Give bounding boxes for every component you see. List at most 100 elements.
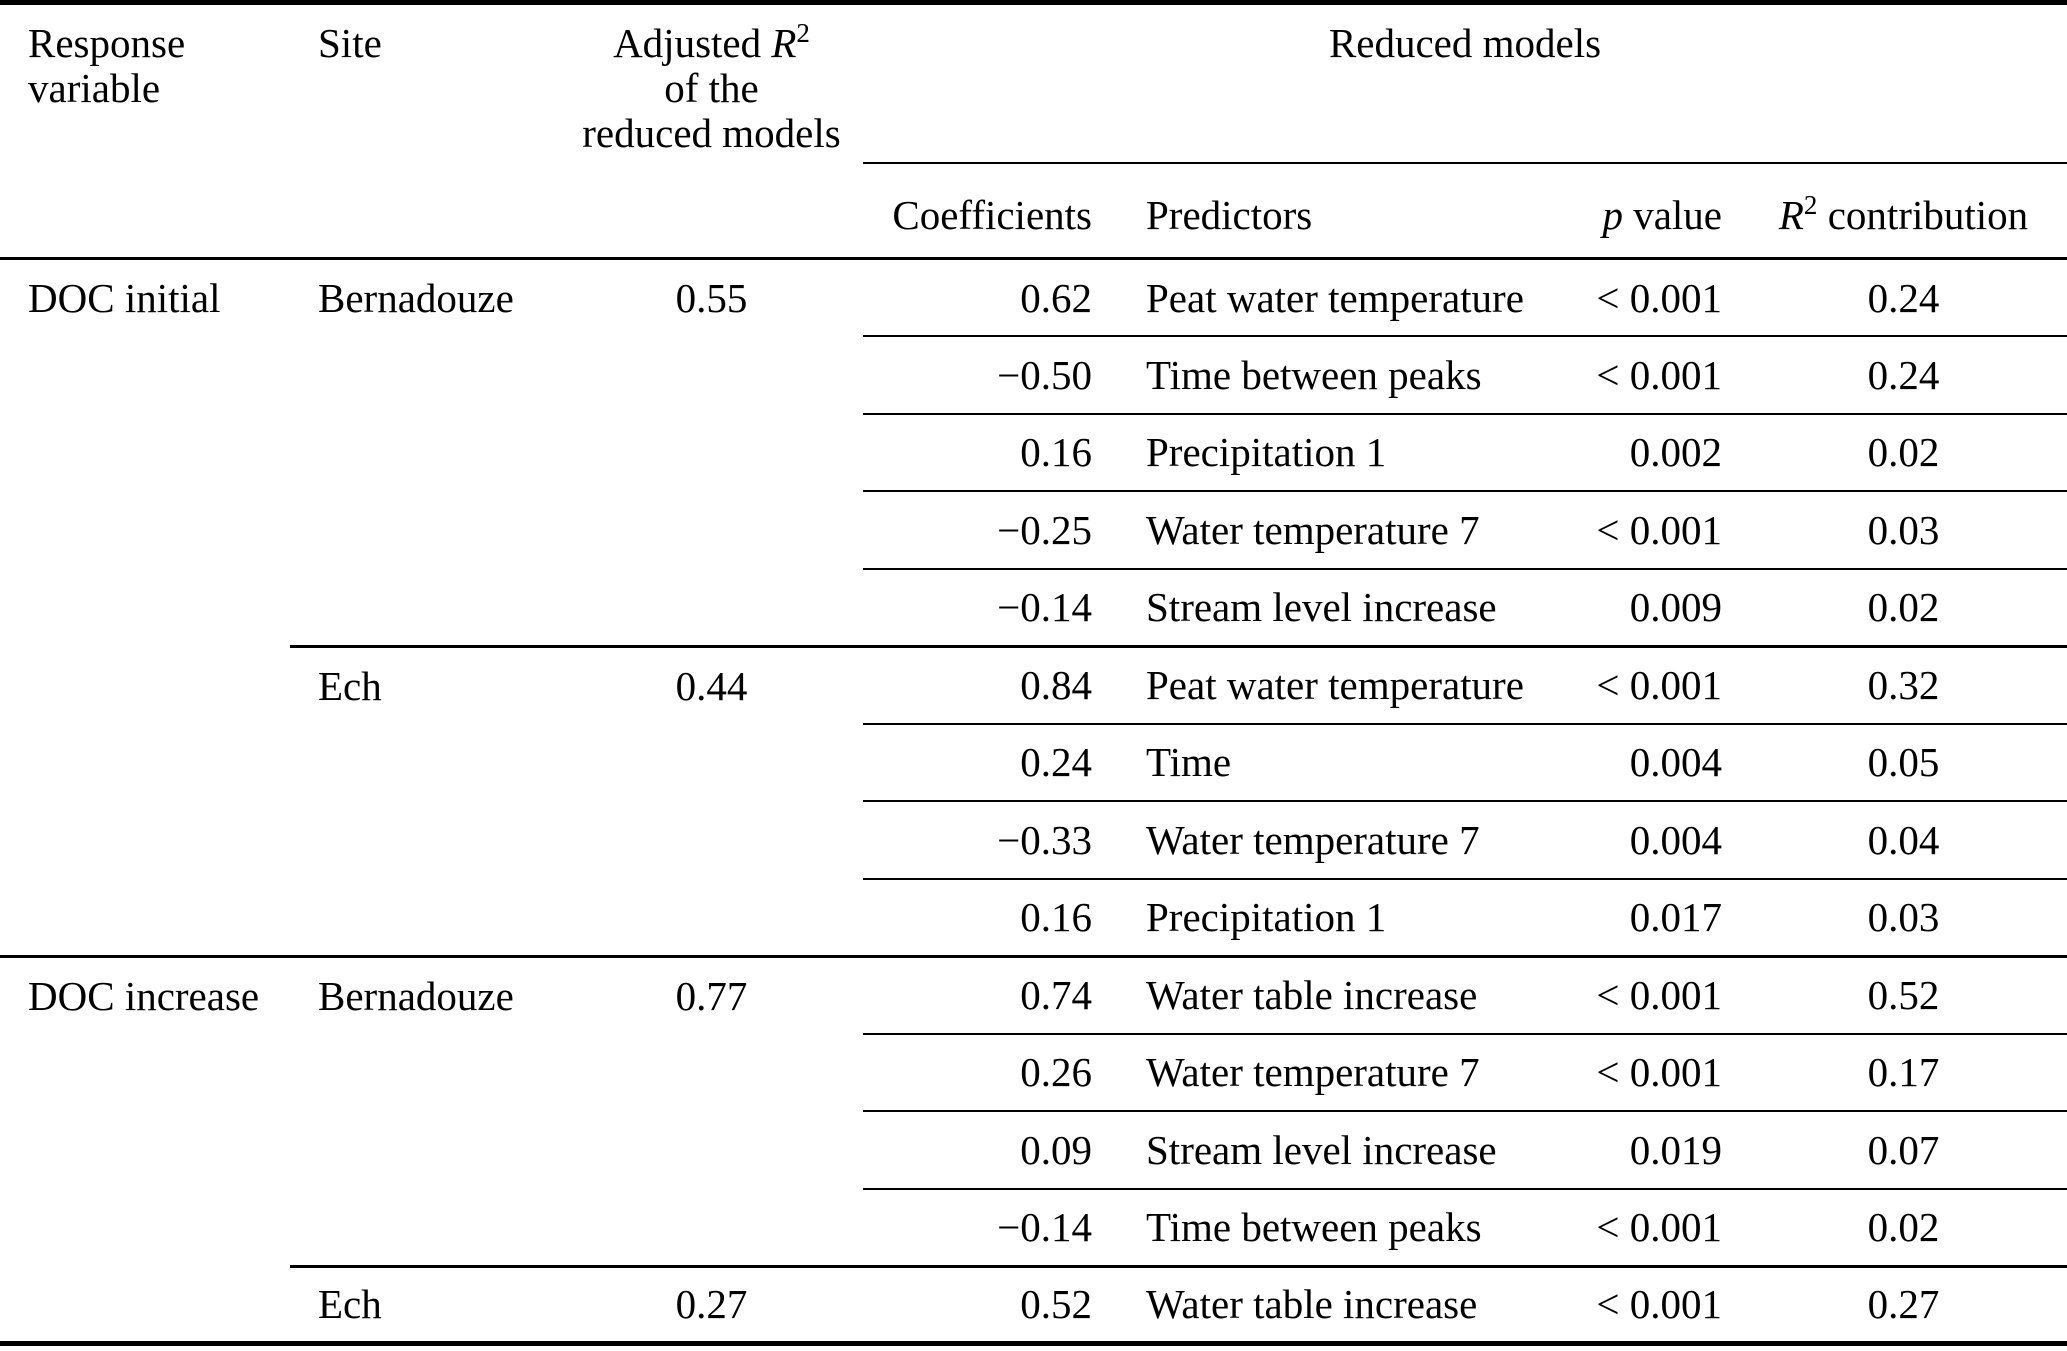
coefficient-cell: 0.24 [863,722,1105,801]
response-cell [0,646,290,724]
response-cell [0,1111,290,1189]
response-cell [0,1034,290,1112]
table-row: −0.25 Water temperature 7 < 0.001 0.03 [0,490,2067,569]
predictor-cell: Peat water temperature [1146,274,1524,321]
r2-contribution-cell: 0.52 [1740,954,2067,1034]
table-row: 0.16 Precipitation 1 0.017 0.03 [0,877,2067,957]
predictor-cell: Precipitation 1 [1105,412,1580,491]
coefficient-cell: 0.26 [863,1032,1105,1111]
table-row: −0.50 Time between peaks < 0.001 0.24 [0,335,2067,414]
p-value-cell: < 0.001 [1580,490,1740,569]
predictor-cell: Water temperature 7 [1105,490,1580,569]
r2-contribution-cell: 0.02 [1740,412,2067,491]
response-cell [0,414,290,492]
coefficient-cell: 0.84 [863,644,1105,724]
p-value-cell: 0.002 [1580,412,1740,491]
table-row: 0.09 Stream level increase 0.019 0.07 [0,1110,2067,1189]
site-cell [290,569,560,647]
adjusted-r2-cell: 0.27 [560,1264,863,1344]
adjusted-r2-cell [560,336,863,414]
response-cell [0,491,290,569]
coefficient-cell: −0.14 [863,1187,1105,1266]
r2-contribution-cell: 0.04 [1740,800,2067,879]
site-cell [290,724,560,802]
response-cell [0,1266,290,1344]
predictor-cell: Water temperature 7 [1105,800,1580,879]
predictor-cell: Time [1105,722,1580,801]
p-value-cell: < 0.001 [1596,274,1722,321]
site-cell [290,1189,560,1267]
table-row: DOC initial Bernadouze 0.55 0.62 Peat wa… [0,259,2067,337]
table-row: −0.14 Stream level increase 0.009 0.02 [0,567,2067,647]
predictor-cell: Time between peaks [1105,1187,1580,1266]
p-value-cell: 0.009 [1580,567,1740,646]
coefficient-cell: −0.25 [863,490,1105,569]
table-row: 0.24 Time 0.004 0.05 [0,722,2067,802]
r2-contribution-cell: 0.03 [1740,877,2067,956]
r2-contribution-cell: 0.02 [1740,567,2067,646]
site-cell [290,801,560,879]
table-row: −0.33 Water temperature 7 0.004 0.04 [0,800,2067,879]
site-cell [290,414,560,492]
predictor-cell: Stream level increase [1105,1110,1580,1189]
coefficient-cell: 0.09 [863,1110,1105,1189]
site-cell: Bernadouze [318,275,514,321]
p-value-cell: 0.017 [1580,877,1740,956]
r2-contribution-cell: 0.05 [1740,722,2067,801]
p-value-cell: 0.004 [1580,800,1740,879]
p-value-cell: < 0.001 [1580,644,1740,724]
subheader-r2-contribution: R2 contribution [1740,162,2067,260]
header-row-sub: Coefficients Predictors p value R2 contr… [0,162,2067,260]
p-value-cell: < 0.001 [1580,1264,1740,1344]
adjusted-r2-cell [560,724,863,802]
response-cell [0,569,290,647]
adjusted-r2-cell [560,491,863,569]
coefficient-cell: 0.16 [863,877,1105,956]
p-value-cell: < 0.001 [1580,954,1740,1034]
coefficient-cell: 0.62 [1020,274,1092,321]
predictor-cell: Stream level increase [1105,567,1580,646]
adjusted-r2-cell [560,414,863,492]
adjusted-r2-cell: 0.77 [560,954,863,1034]
predictor-cell: Water temperature 7 [1105,1032,1580,1111]
site-cell [290,1034,560,1112]
r2-contribution-cell: 0.27 [1740,1264,2067,1344]
response-cell [0,801,290,879]
r2-contribution-cell: 0.03 [1740,490,2067,569]
p-value-cell: 0.019 [1580,1110,1740,1189]
adjusted-r2-cell: 0.55 [675,275,748,321]
response-cell [0,879,290,957]
predictor-cell: Time between peaks [1105,335,1580,414]
site-cell [290,336,560,414]
adjusted-r2-cell: 0.44 [560,644,863,724]
p-value-cell: < 0.001 [1580,1032,1740,1111]
coefficient-cell: 0.52 [863,1264,1105,1344]
header-response-variable: Response variable [0,2,290,260]
header-adjusted-r2-line1: Adjusted R2 [613,18,810,66]
predictor-cell: Water table increase [1105,954,1580,1034]
table-row: 0.26 Water temperature 7 < 0.001 0.17 [0,1032,2067,1112]
header-adjusted-r2-line3: reduced models [582,110,841,156]
site-cell: Ech [290,1264,560,1344]
table-row: DOC increase Bernadouze 0.77 0.74 Water … [0,954,2067,1034]
subheader-p-value: p value [1580,162,1740,260]
response-cell [0,724,290,802]
adjusted-r2-cell [560,801,863,879]
adjusted-r2-cell [560,1189,863,1267]
r2-contribution-cell: 0.07 [1740,1110,2067,1189]
coefficient-cell: −0.14 [863,567,1105,646]
header-adjusted-r2-line2: of the [664,65,759,111]
p-value-cell: < 0.001 [1580,1187,1740,1266]
coefficient-cell: −0.50 [863,335,1105,414]
header-site: Site [290,2,560,260]
response-cell [0,1189,290,1267]
r2-contribution-cell: 0.17 [1740,1032,2067,1111]
site-cell: Bernadouze [290,954,560,1034]
header-row-top: Response variable Site Adjusted R2 of th… [0,2,2067,260]
adjusted-r2-cell [560,1034,863,1112]
predictor-cell: Precipitation 1 [1105,877,1580,956]
table-row: Ech 0.27 0.52 Water table increase < 0.0… [0,1264,2067,1344]
coefficient-cell: −0.33 [863,800,1105,879]
r2-contribution-cell: 0.32 [1740,644,2067,724]
response-cell: DOC initial [28,275,221,321]
